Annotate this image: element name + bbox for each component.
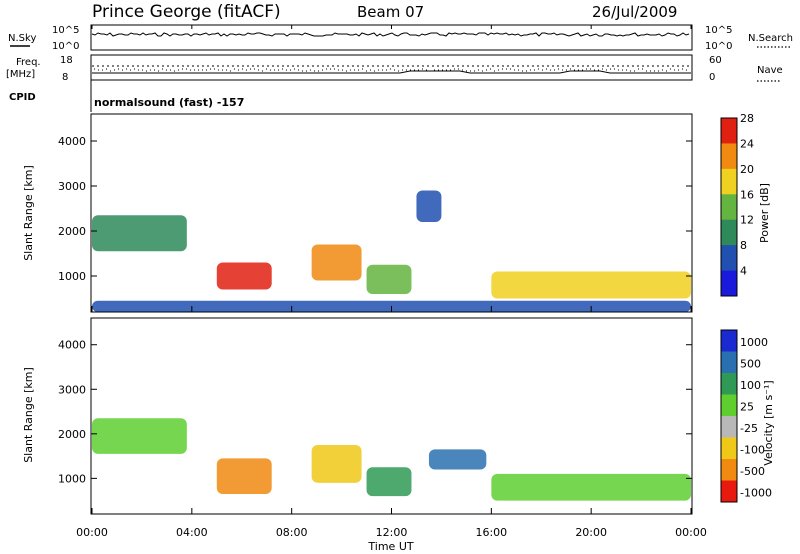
colorbar-tick-label: 24 <box>740 137 754 150</box>
xtick-label: 08:00 <box>276 526 308 539</box>
ytick-label: 3000 <box>58 383 86 396</box>
nsky-trace <box>91 32 690 37</box>
scatter-region-0 <box>92 418 187 454</box>
velocity-colorbar-label: Velocity [m s⁻¹] <box>762 380 775 465</box>
colorbar-tick-label: 25 <box>740 400 754 413</box>
freq-tick-top: 18 <box>60 55 73 66</box>
nsearch-tick-bottom: 10^0 <box>705 41 732 52</box>
scatter-region-5 <box>491 473 691 501</box>
colorbar-segment <box>721 270 737 297</box>
colorbar-segment <box>721 437 737 460</box>
nave-label: Nave <box>757 65 783 76</box>
colorbar-segment <box>721 143 737 170</box>
colorbar-frame <box>720 117 738 297</box>
colorbar-tick-label: -100 <box>740 443 765 456</box>
ytick-label: 1000 <box>58 270 86 283</box>
ytick-label: 3000 <box>58 180 86 193</box>
nsky-tick-top: 10^5 <box>52 25 79 36</box>
freq-unit: [MHz] <box>6 69 35 80</box>
colorbar-tick-label: 1000 <box>740 336 768 349</box>
colorbar-segment <box>721 245 737 272</box>
cpid-label: CPID <box>9 92 36 103</box>
nsky-label: N.Sky <box>8 33 36 44</box>
power-colorbar-label: Power [dB] <box>758 183 771 243</box>
freq-label: Freq. <box>16 57 41 68</box>
ytick-label: 1000 <box>58 472 86 485</box>
xtick-label: 16:00 <box>475 526 507 539</box>
xtick-label: 20:00 <box>575 526 607 539</box>
nave-tick-bottom: 0 <box>709 72 715 83</box>
colorbar-tick-label: -1000 <box>740 486 772 499</box>
velocity-colorbar: 1000 500 100 25 -25 -100 -500 -1000 <box>720 329 772 503</box>
colorbar-tick-label: 20 <box>740 163 754 176</box>
power-colorbar: 4 8 12 16 20 24 28 <box>720 112 754 297</box>
nsearch-label: N.Search <box>748 33 793 44</box>
colorbar-tick-label: 12 <box>740 214 754 227</box>
scatter-region-5 <box>491 271 691 299</box>
freq-trace <box>92 70 691 74</box>
xtick-label: 00:00 <box>76 526 108 539</box>
ytick-label: 2000 <box>58 428 86 441</box>
xtick-label: 04:00 <box>176 526 208 539</box>
ytick-label: 4000 <box>58 135 86 148</box>
time-axis-label: Time UT <box>367 540 413 553</box>
xtick-label: 00:00 <box>675 526 707 539</box>
colorbar-tick-label: 100 <box>740 379 761 392</box>
colorbar-tick-label: -500 <box>740 465 765 478</box>
colorbar-segment <box>721 416 737 438</box>
cpid-text: normalsound (fast) -157 <box>94 96 244 109</box>
colorbar-segment <box>721 194 737 221</box>
colorbar-tick-label: 500 <box>740 357 761 370</box>
date-label: 26/Jul/2009 <box>592 3 677 21</box>
scatter-region-3 <box>366 264 412 294</box>
nsearch-tick-top: 10^5 <box>705 25 732 36</box>
scatter-region-1 <box>216 262 272 290</box>
colorbar-segment <box>721 219 737 246</box>
colorbar-segment <box>721 351 737 374</box>
colorbar-tick-label: 8 <box>740 239 747 252</box>
power-ylabel: Slant Range [km] <box>22 165 35 261</box>
colorbar-segment <box>721 118 737 144</box>
colorbar-segment <box>721 394 737 417</box>
scatter-region-1 <box>216 458 272 494</box>
xtick-label: 12:00 <box>376 526 408 539</box>
freq-panel-frame <box>90 54 693 81</box>
colorbar-segment <box>721 459 737 481</box>
beam-label: Beam 07 <box>357 3 424 21</box>
station-title: Prince George (fitACF) <box>92 2 281 22</box>
colorbar-segment <box>721 330 737 352</box>
scatter-region-3 <box>366 467 412 497</box>
scatter-region-2 <box>311 444 362 483</box>
nave-tick-top: 60 <box>709 55 722 66</box>
colorbar-segment <box>721 373 737 395</box>
nsky-tick-bottom: 10^0 <box>52 41 79 52</box>
ytick-label: 2000 <box>58 225 86 238</box>
colorbar-frame <box>720 329 738 503</box>
colorbar-segment <box>721 480 737 503</box>
nave-scatter <box>94 68 687 72</box>
power-y-axis: 1000 2000 3000 4000 <box>58 135 692 283</box>
scatter-region-0 <box>92 215 187 252</box>
scatter-region-4 <box>428 449 487 470</box>
velocity-y-axis: 1000 2000 3000 4000 <box>58 339 692 485</box>
colorbar-segment <box>721 168 737 195</box>
ytick-label: 4000 <box>58 339 86 352</box>
scatter-region-2 <box>311 244 362 281</box>
velocity-ylabel: Slant Range [km] <box>22 367 35 463</box>
velocity-heatmap <box>92 418 691 501</box>
scatter-region-4 <box>416 190 442 222</box>
colorbar-tick-label: 28 <box>740 112 754 125</box>
colorbar-tick-label: 4 <box>740 265 747 278</box>
time-axis: 00:00 04:00 08:00 12:00 16:00 20:00 00:00 <box>76 25 707 539</box>
colorbar-tick-label: -25 <box>740 422 758 435</box>
freq-tick-bottom: 8 <box>62 72 68 83</box>
colorbar-tick-label: 16 <box>740 188 754 201</box>
